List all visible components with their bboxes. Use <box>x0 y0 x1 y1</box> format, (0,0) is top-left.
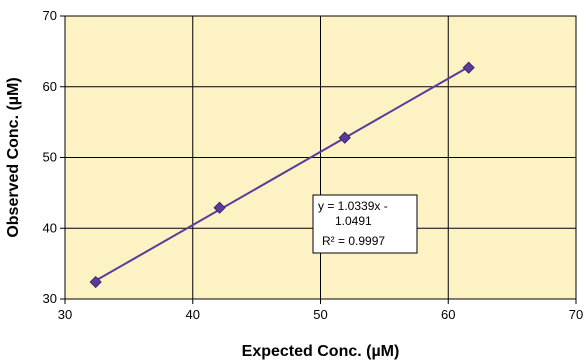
annotation-line-2: 1.0491 <box>335 214 372 228</box>
annotation-box <box>312 194 418 254</box>
y-axis-title: Observed Conc. (µM) <box>5 77 22 237</box>
annotation-line-1: y = 1.0339x - <box>318 199 388 213</box>
y-tick-label: 60 <box>43 79 57 94</box>
tick-labels: 30 40 50 60 70 30 40 50 60 70 <box>43 8 584 322</box>
data-point-marker <box>338 131 351 144</box>
y-tick-label: 50 <box>43 150 57 165</box>
y-tick-label: 70 <box>43 8 57 23</box>
equation-annotation: y = 1.0339x - 1.0491 R² = 0.9997 <box>312 194 418 254</box>
x-tick-label: 40 <box>186 307 200 322</box>
y-tick-label: 40 <box>43 220 57 235</box>
gridlines <box>60 15 577 304</box>
data-point-marker <box>213 201 226 214</box>
data-point-marker <box>89 275 102 289</box>
data-point-marker <box>462 61 475 74</box>
annotation-line-3: R² = 0.9997 <box>322 234 385 248</box>
y-tick-label: 30 <box>43 291 57 306</box>
x-tick-label: 30 <box>58 307 72 322</box>
x-tick-label: 70 <box>569 307 583 322</box>
x-axis-title: Expected Conc. (µM) <box>242 343 400 360</box>
trendline <box>95 66 470 282</box>
x-tick-label: 50 <box>313 307 327 322</box>
data-points <box>89 61 475 289</box>
x-tick-label: 60 <box>441 307 455 322</box>
